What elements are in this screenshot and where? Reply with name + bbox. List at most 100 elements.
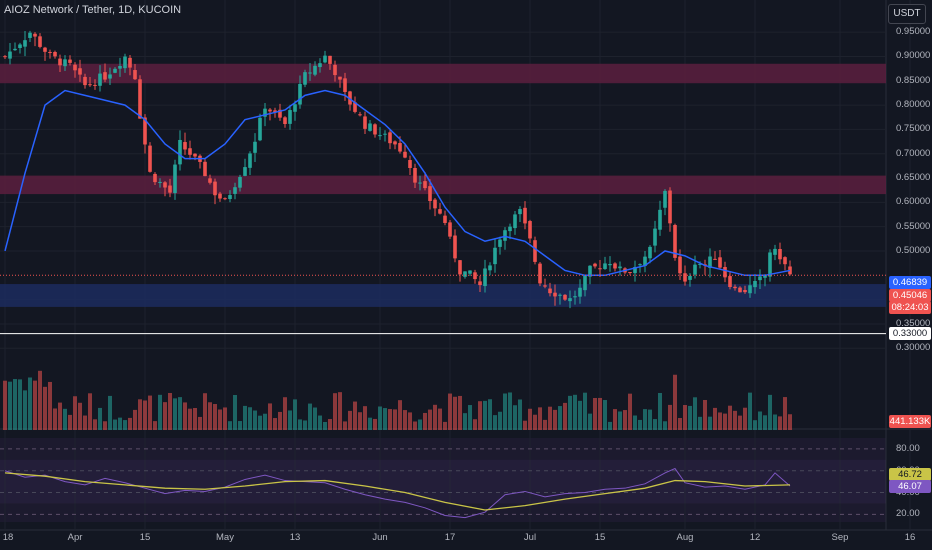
volume-bar <box>258 415 262 430</box>
volume-bar <box>58 402 62 430</box>
price-axis-tick: 0.30000 <box>896 342 931 354</box>
volume-bar <box>293 399 297 430</box>
symbol-title[interactable]: AIOZ Network / Tether, 1D, KUCOIN <box>4 4 182 16</box>
upper-resistance-zone <box>0 63 886 84</box>
volume-bar <box>738 415 742 430</box>
candle-body <box>708 256 712 268</box>
volume-bar <box>763 415 767 430</box>
time-axis-label: Jul <box>523 532 537 543</box>
price-axis-tick: 0.70000 <box>896 147 931 159</box>
candle-body <box>723 267 727 278</box>
candle-body <box>608 264 612 266</box>
candle-body <box>388 132 392 144</box>
volume-bar <box>68 414 72 430</box>
candle-body <box>23 40 27 47</box>
volume-bar <box>323 421 327 430</box>
volume-bar <box>138 399 142 430</box>
time-axis-label: 15 <box>139 532 151 543</box>
volume-bar <box>718 412 722 430</box>
volume-bar <box>428 409 432 430</box>
price-axis-tick: 0.75000 <box>896 123 931 135</box>
volume-bar <box>118 417 122 430</box>
volume-bar <box>23 390 27 430</box>
volume-bar <box>203 393 207 430</box>
candle-body <box>558 294 562 296</box>
candle-body <box>758 276 762 281</box>
candle-body <box>283 117 287 125</box>
candle-body <box>438 209 442 214</box>
candle-body <box>783 257 787 265</box>
candle-body <box>588 265 592 277</box>
volume-bar <box>33 380 37 430</box>
candle-body <box>273 110 277 113</box>
currency-button[interactable]: USDT <box>888 4 926 24</box>
support-zone <box>0 284 886 307</box>
candle-body <box>373 124 377 135</box>
volume-bar <box>403 410 407 430</box>
moving-average-line <box>4 89 791 277</box>
volume-bar <box>493 415 497 430</box>
volume-bar <box>268 403 272 430</box>
volume-bar <box>753 420 757 430</box>
price-axis-tick: 0.85000 <box>896 74 931 86</box>
volume-bar <box>688 405 692 430</box>
volume-bar <box>178 397 182 430</box>
time-axis-label: Jun <box>372 532 388 543</box>
candle-body <box>168 185 172 193</box>
candle-body <box>153 173 157 183</box>
candle-body <box>628 272 632 274</box>
volume-bar <box>578 400 582 430</box>
volume-bar <box>768 394 772 430</box>
candle-body <box>578 287 582 297</box>
volume-bar <box>248 407 252 430</box>
volume-bar <box>648 409 652 430</box>
time-axis-label: May <box>216 532 234 543</box>
volume-bar <box>423 412 427 430</box>
volume-bar <box>743 407 747 430</box>
candle-body <box>533 240 537 262</box>
volume-bar <box>583 392 587 430</box>
candle-body <box>748 285 752 294</box>
candle-body <box>223 198 227 200</box>
candle-body <box>498 239 502 247</box>
volume-bar <box>458 395 462 430</box>
candle-body <box>513 214 517 229</box>
volume-bar <box>333 393 337 430</box>
volume-bar <box>223 407 227 430</box>
volume-bar <box>308 403 312 430</box>
candle-body <box>318 63 322 68</box>
candle-body <box>478 281 482 286</box>
price-axis-tick: 0.65000 <box>896 172 931 184</box>
volume-bar <box>443 421 447 430</box>
volume-bar <box>448 393 452 430</box>
candle-body <box>468 270 472 274</box>
candle-body <box>348 91 352 105</box>
candle-body <box>258 117 262 141</box>
candle-body <box>583 275 587 291</box>
candle-body <box>88 84 92 86</box>
middle-resistance-zone <box>0 175 886 195</box>
candle-body <box>108 74 112 79</box>
candle-body <box>253 141 257 153</box>
candle-body <box>123 56 127 69</box>
volume-bar <box>543 419 547 430</box>
candle-body <box>298 83 302 105</box>
volume-bar <box>363 406 367 430</box>
candle-body <box>293 104 297 112</box>
price-axis-tick: 0.35000 <box>896 317 931 329</box>
candle-body <box>423 181 427 189</box>
candle-body <box>303 72 307 85</box>
volume-bar <box>678 417 682 430</box>
volume-bar <box>123 420 127 430</box>
candle-body <box>278 109 282 118</box>
time-axis-label: Aug <box>676 532 694 543</box>
time-axis-label: 16 <box>904 532 916 543</box>
volume-bar <box>598 397 602 430</box>
volume-bar <box>168 392 172 430</box>
volume-bar <box>63 408 67 430</box>
volume-bar <box>408 412 412 430</box>
time-axis-label: 13 <box>289 532 301 543</box>
volume-bar <box>608 421 612 430</box>
candle-body <box>18 44 22 49</box>
